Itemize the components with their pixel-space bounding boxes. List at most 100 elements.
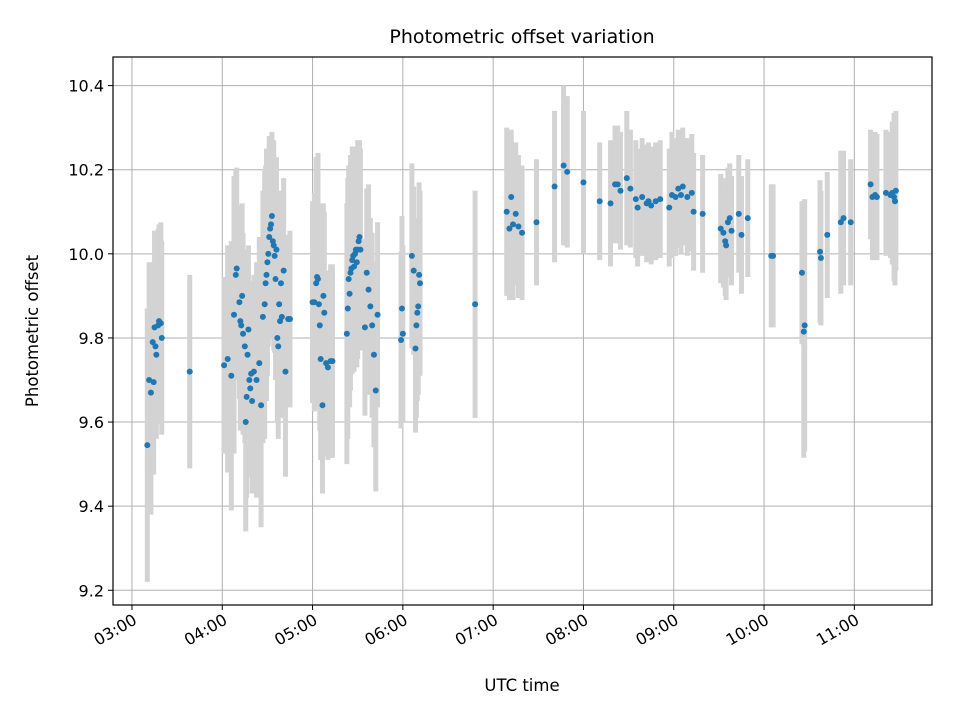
data-point [690, 208, 697, 215]
data-point [882, 189, 889, 196]
data-point [408, 252, 415, 259]
data-point [370, 351, 377, 358]
data-point [345, 276, 352, 283]
data-point [726, 215, 733, 222]
data-point [324, 364, 331, 371]
data-point [259, 313, 266, 320]
data-point [186, 368, 193, 375]
data-point [723, 242, 730, 249]
data-point [798, 269, 805, 276]
data-point [152, 343, 159, 350]
data-point [247, 385, 254, 392]
data-point [272, 276, 279, 283]
data-point [551, 183, 558, 190]
data-point [245, 326, 252, 333]
data-point [236, 299, 243, 306]
data-point [800, 328, 807, 335]
y-tick-label: 9.8 [79, 329, 104, 348]
data-point [261, 301, 268, 308]
data-point [230, 311, 237, 318]
data-point [666, 204, 673, 211]
data-point [414, 309, 421, 316]
data-point [398, 305, 405, 312]
data-point [271, 252, 278, 259]
data-point [274, 334, 281, 341]
data-point [607, 200, 614, 207]
data-point [412, 345, 419, 352]
data-point [657, 196, 664, 203]
y-tick-label: 10.2 [68, 161, 104, 180]
data-point [648, 202, 655, 209]
data-point [840, 215, 847, 222]
data-point [314, 276, 321, 283]
y-tick-label: 9.2 [79, 581, 104, 600]
data-point [892, 187, 899, 194]
plot-frame [112, 56, 933, 606]
data-point [533, 219, 540, 226]
data-point [282, 368, 289, 375]
data-point [744, 215, 751, 222]
data-point [847, 219, 854, 226]
data-point [344, 305, 351, 312]
data-point [146, 376, 153, 383]
data-point [627, 185, 634, 192]
x-axis-title: UTC time [484, 676, 559, 695]
data-point [317, 355, 324, 362]
data-point [239, 292, 246, 299]
y-tick-label: 9.6 [79, 413, 104, 432]
data-point [250, 368, 257, 375]
data-point [472, 301, 479, 308]
data-point [353, 259, 360, 266]
data-point [319, 402, 326, 409]
y-tick-label: 10.4 [68, 77, 104, 96]
data-point [232, 271, 239, 278]
data-point [506, 225, 513, 232]
data-point [243, 393, 250, 400]
data-point [679, 183, 686, 190]
data-point [699, 210, 706, 217]
data-point [268, 221, 275, 228]
data-point [320, 292, 327, 299]
data-point [632, 196, 639, 203]
data-point [311, 299, 318, 306]
data-point [316, 322, 323, 329]
data-point [286, 316, 293, 323]
data-point [398, 337, 405, 344]
data-point [253, 376, 260, 383]
data-point [891, 198, 898, 205]
data-point [372, 387, 379, 394]
data-point [867, 181, 874, 188]
y-axis-title: Photometric offset [23, 254, 42, 407]
y-tick-label: 10.0 [68, 245, 104, 264]
data-point [623, 175, 630, 182]
data-point [346, 290, 353, 297]
data-point [617, 187, 624, 194]
data-point [246, 376, 253, 383]
data-point [367, 303, 374, 310]
data-point [639, 194, 646, 201]
data-point [238, 322, 245, 329]
data-point [144, 442, 151, 449]
data-point [415, 303, 422, 310]
data-point [652, 198, 659, 205]
data-point [684, 194, 691, 201]
data-point [510, 221, 517, 228]
data-point [278, 313, 285, 320]
data-point [417, 280, 424, 287]
data-point [817, 248, 824, 255]
data-point [150, 379, 157, 386]
data-point [256, 360, 263, 367]
data-point [277, 280, 284, 287]
data-point [363, 269, 370, 276]
data-point [801, 322, 808, 329]
data-point [365, 286, 372, 293]
data-point [399, 330, 406, 337]
data-point [240, 330, 247, 337]
data-point [720, 229, 727, 236]
data-point [268, 212, 275, 219]
data-point [242, 419, 249, 426]
data-point [315, 301, 322, 308]
data-point [580, 179, 587, 186]
data-point [560, 162, 567, 169]
